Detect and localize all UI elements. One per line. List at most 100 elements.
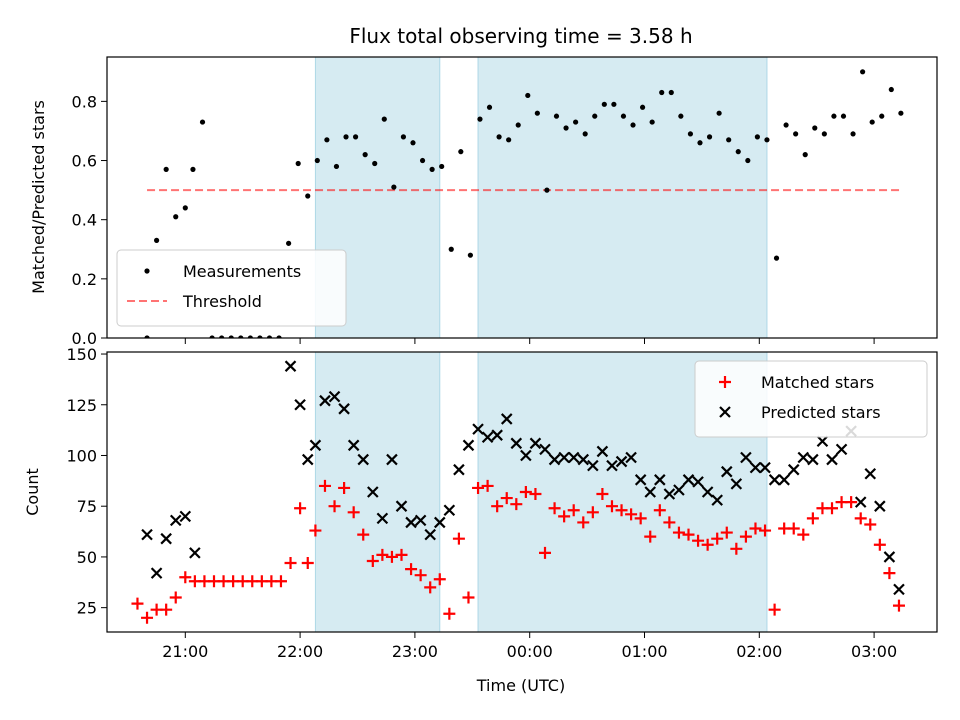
- predicted-star-point: [539, 443, 551, 456]
- matched-star-point: [385, 550, 398, 563]
- measurement-point: [247, 335, 253, 338]
- predicted-star-point: [319, 394, 331, 407]
- predicted-star-point: [807, 453, 819, 466]
- legend-marker: [719, 406, 731, 418]
- measurement-point: [773, 255, 780, 261]
- matched-star-point: [481, 479, 494, 492]
- measurement-point: [352, 134, 359, 140]
- x-tick-label: 01:00: [621, 642, 667, 661]
- matched-star-point: [883, 567, 896, 580]
- matched-star-point: [615, 504, 628, 517]
- measurement-point: [391, 184, 397, 190]
- predicted-star-point: [778, 474, 790, 486]
- predicted-star-point: [663, 488, 676, 500]
- predicted-star-point: [294, 398, 306, 411]
- y-tick-label: 150: [66, 345, 97, 364]
- matched-star-point: [586, 506, 599, 519]
- matched-star-point: [179, 571, 192, 584]
- axes-frame: [106, 351, 938, 633]
- x-tick-label: 03:00: [851, 642, 897, 661]
- matched-star-point: [797, 528, 810, 541]
- matched-star-point: [424, 581, 437, 594]
- measurement-point: [410, 140, 416, 146]
- predicted-star-point: [893, 583, 905, 596]
- measurement-point: [687, 131, 694, 137]
- matched-star-point: [519, 486, 532, 498]
- bottom-panel: 25 50 75 100 125 150 21:00 22:00 23:00 00:00 01:00…: [66, 345, 938, 661]
- predicted-star-point: [654, 474, 666, 486]
- x-tick-label: 02:00: [736, 642, 782, 661]
- measurement-point: [764, 137, 770, 143]
- predicted-star-point: [596, 445, 609, 458]
- legend-marker: [719, 376, 731, 388]
- measurement-point: [831, 113, 837, 119]
- matched-star-point: [309, 524, 322, 537]
- y-tick-label: 25: [77, 599, 97, 618]
- predicted-star-point: [548, 453, 561, 466]
- predicted-star-point: [453, 463, 465, 476]
- matched-star-point: [663, 516, 676, 529]
- measurement-point: [182, 205, 188, 211]
- matched-star-point: [768, 603, 781, 616]
- predicted-star-point: [749, 461, 762, 474]
- x-tick-label: 21:00: [162, 642, 208, 661]
- y-tick-label: 125: [66, 396, 97, 415]
- measurement-point: [697, 140, 703, 146]
- measurement-point: [888, 86, 894, 93]
- predicted-star-point: [386, 453, 398, 466]
- predicted-star-point: [395, 500, 408, 512]
- measurement-point: [879, 113, 885, 119]
- measurement-point: [496, 134, 502, 140]
- matched-star-point: [845, 496, 858, 509]
- predicted-star-point: [874, 500, 886, 512]
- predicted-star-point: [405, 516, 417, 529]
- measurement-point: [802, 152, 808, 158]
- matched-star-point: [284, 557, 297, 570]
- matched-star-point: [452, 532, 465, 545]
- matched-star-point: [294, 502, 307, 515]
- measurement-point: [295, 160, 301, 167]
- predicted-star-point: [577, 453, 590, 466]
- predicted-star-point: [558, 451, 570, 464]
- measurement-point: [448, 246, 454, 252]
- predicted-star-point: [816, 435, 829, 448]
- measurement-point: [601, 101, 607, 107]
- x-axis-label: Time (UTC): [476, 676, 565, 695]
- measurement-point: [726, 137, 732, 143]
- measurement-point: [477, 116, 483, 122]
- measurement-point: [199, 119, 206, 125]
- predicted-star-point: [301, 453, 314, 466]
- predicted-star-point: [826, 453, 838, 466]
- measurement-point: [429, 166, 435, 172]
- predicted-star-point: [367, 486, 379, 498]
- measurement-point: [630, 122, 636, 128]
- legend-label: Measurements: [183, 262, 301, 281]
- matched-star-point: [711, 532, 724, 545]
- predicted-star-point: [615, 455, 628, 468]
- measurement-point: [840, 113, 847, 119]
- measurement-point: [812, 125, 818, 131]
- measurement-point: [850, 131, 856, 137]
- measurement-point: [735, 149, 741, 155]
- predicted-star-point: [692, 476, 704, 488]
- predicted-star-point: [673, 484, 685, 496]
- y-tick-label: 0.4: [72, 211, 97, 230]
- measurement-point: [314, 157, 320, 164]
- predicted-star-point: [462, 439, 475, 452]
- predicted-star-point: [682, 474, 695, 486]
- matched-star-point: [692, 534, 705, 547]
- measurement-point: [706, 134, 713, 140]
- measurement-point: [228, 335, 234, 338]
- measurement-point: [639, 104, 646, 110]
- matched-star-point: [787, 522, 800, 535]
- measurement-point: [219, 335, 225, 338]
- matched-star-point: [739, 530, 752, 543]
- y-tick-label: 0.2: [72, 270, 97, 289]
- matched-star-point: [462, 591, 475, 604]
- predicted-star-point: [169, 514, 182, 527]
- predicted-star-point: [424, 528, 436, 541]
- observing-interval-2: [477, 57, 768, 338]
- top-panel: 0.0 0.2 0.4 0.6 0.8 Measurements Threshold: [72, 56, 938, 348]
- predicted-star-point: [338, 403, 350, 415]
- matched-star-point: [653, 504, 666, 517]
